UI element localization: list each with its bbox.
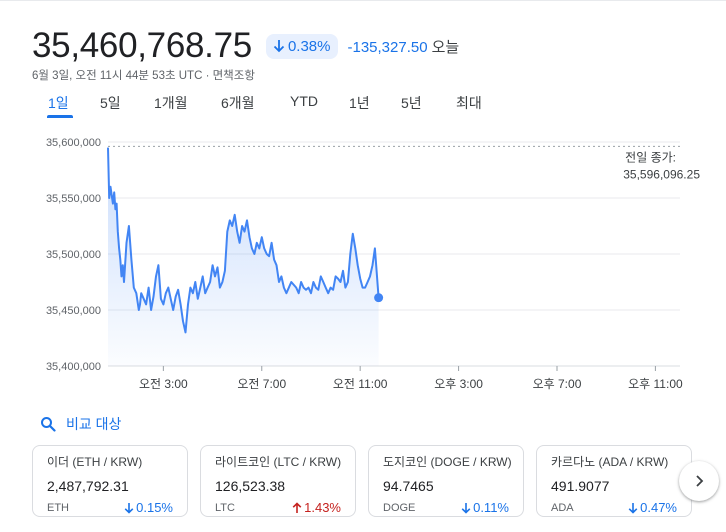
current-price-dot	[374, 293, 384, 303]
chevron-right-icon	[696, 475, 704, 487]
card-price: 491.9077	[551, 478, 610, 494]
card-symbol: DOGE	[383, 501, 416, 514]
price-chart[interactable]: 35,600,000 35,550,000 35,500,000 35,450,000…	[0, 128, 726, 390]
period-label: 오늘	[431, 38, 460, 56]
y-tick-label: 35,550,000	[46, 193, 101, 205]
x-tick-label: 오전 7:00	[237, 377, 286, 390]
card-symbol: ADA	[551, 501, 574, 514]
card-name: 라이트코인 (LTC / KRW)	[215, 455, 342, 469]
arrow-down-icon	[124, 502, 134, 514]
card-change: 0.11%	[461, 500, 509, 515]
card-change-value: 0.11%	[473, 500, 509, 515]
current-price: 35,460,768.75	[32, 26, 252, 65]
compare-button[interactable]: 비교 대상	[40, 414, 121, 434]
search-icon	[41, 417, 56, 432]
arrow-down-icon	[628, 502, 638, 514]
card-name: 도지코인 (DOGE / KRW)	[383, 455, 512, 469]
tab-max[interactable]: 최대	[456, 95, 482, 111]
card-change-value: 1.43%	[304, 500, 341, 515]
compare-card-ada[interactable]: 카르다노 (ADA / KRW) 491.9077 ADA 0.47%	[536, 445, 692, 517]
arrow-up-icon	[292, 501, 302, 513]
absolute-change-value: -135,327.50	[347, 38, 428, 56]
card-change-value: 0.15%	[136, 500, 173, 515]
y-tick-label: 35,450,000	[46, 305, 101, 317]
tab-5y[interactable]: 5년	[401, 95, 422, 111]
top-divider	[0, 0, 726, 1]
previous-close-label: 전일 종가:	[625, 150, 676, 164]
card-price: 94.7465	[383, 478, 434, 494]
y-tick-label: 35,600,000	[46, 137, 101, 149]
tab-5d[interactable]: 5일	[100, 95, 121, 111]
compare-card-eth[interactable]: 이더 (ETH / KRW) 2,487,792.31 ETH 0.15%	[32, 445, 188, 517]
price-area-fill	[108, 147, 379, 366]
percent-change-value: 0.38%	[287, 37, 331, 55]
compare-card-doge[interactable]: 도지코인 (DOGE / KRW) 94.7465 DOGE 0.11%	[368, 445, 524, 517]
card-symbol: ETH	[47, 501, 69, 514]
absolute-change: -135,327.50 오늘	[347, 36, 459, 57]
x-tick-label: 오후 3:00	[434, 377, 483, 390]
active-tab-indicator	[47, 115, 73, 118]
previous-close-value: 35,596,096.25	[623, 167, 700, 181]
tab-1d[interactable]: 1일	[48, 95, 69, 111]
card-change: 0.15%	[124, 500, 173, 515]
card-change-value: 0.47%	[640, 500, 677, 515]
x-tick-label: 오후 7:00	[533, 377, 582, 390]
card-change: 0.47%	[628, 500, 677, 515]
next-cards-button[interactable]	[679, 461, 719, 501]
x-tick-label: 오전 11:00	[333, 377, 388, 390]
compare-card-ltc[interactable]: 라이트코인 (LTC / KRW) 126,523.38 LTC 1.43%	[200, 445, 356, 517]
card-name: 카르다노 (ADA / KRW)	[551, 455, 669, 469]
percent-change-badge: 0.38%	[265, 33, 339, 59]
x-tick-label: 오후 11:00	[628, 377, 683, 390]
price-line	[107, 147, 380, 334]
card-price: 2,487,792.31	[47, 478, 129, 494]
timestamp-disclaimer: 6월 3일, 오전 11시 44분 53초 UTC · 면책조항	[32, 70, 255, 82]
tab-ytd[interactable]: YTD	[290, 93, 318, 109]
card-change: 1.43%	[292, 500, 341, 515]
compare-label: 비교 대상	[66, 416, 122, 432]
tab-1m[interactable]: 1개월	[154, 95, 188, 111]
arrow-down-icon	[461, 502, 471, 514]
arrow-down-icon	[273, 40, 285, 53]
y-tick-label: 35,500,000	[46, 249, 101, 261]
price-header: 35,460,768.75 0.38% -135,327.50 오늘	[32, 26, 459, 66]
card-name: 이더 (ETH / KRW)	[47, 455, 143, 469]
tab-1y[interactable]: 1년	[349, 95, 370, 111]
tab-6m[interactable]: 6개월	[221, 95, 255, 111]
card-price: 126,523.38	[215, 478, 286, 494]
x-tick-label: 오전 3:00	[139, 377, 188, 390]
card-symbol: LTC	[215, 501, 235, 514]
y-tick-label: 35,400,000	[46, 361, 101, 373]
